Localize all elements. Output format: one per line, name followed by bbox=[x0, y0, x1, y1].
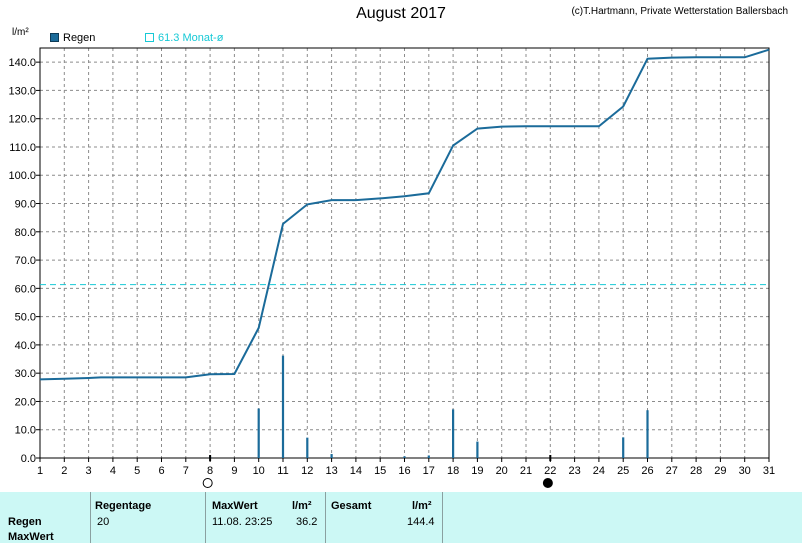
x-tick-label: 28 bbox=[690, 465, 702, 477]
y-tick-label: 140.0 bbox=[8, 57, 36, 69]
y-tick-label: 70.0 bbox=[15, 255, 36, 267]
y-tick-label: 60.0 bbox=[15, 283, 36, 295]
header-gesamt-unit: l/m² bbox=[412, 500, 432, 512]
y-axis-unit: l/m² bbox=[12, 27, 29, 38]
x-tick-label: 14 bbox=[350, 465, 362, 477]
legend-average-swatch bbox=[145, 33, 154, 42]
x-tick-label: 8 bbox=[207, 465, 213, 477]
row-label-regen: Regen bbox=[8, 516, 42, 528]
y-tick-label: 90.0 bbox=[15, 199, 36, 211]
x-tick-label: 24 bbox=[593, 465, 605, 477]
legend-rain-label: Regen bbox=[63, 32, 96, 44]
x-tick-label: 15 bbox=[374, 465, 386, 477]
regentage-value: 20 bbox=[97, 516, 110, 528]
x-tick-label: 4 bbox=[110, 465, 116, 477]
gesamt-value: 144.4 bbox=[407, 516, 435, 528]
chart-title: August 2017 bbox=[356, 5, 446, 22]
y-tick-label: 10.0 bbox=[15, 425, 36, 437]
x-tick-label: 25 bbox=[617, 465, 629, 477]
credit-text: (c)T.Hartmann, Private Wetterstation Bal… bbox=[571, 6, 788, 17]
rain-chart: 0.0 10.0 20.0 30.0 40.0 50.0 60.0 70.0 80.0 90.0 1… bbox=[8, 47, 775, 488]
legend-rain: Regen bbox=[50, 32, 95, 44]
x-tick-label: 31 bbox=[763, 465, 775, 477]
y-tick-label: 50.0 bbox=[15, 312, 36, 324]
x-tick-label: 29 bbox=[714, 465, 726, 477]
x-tick-label: 21 bbox=[520, 465, 532, 477]
x-tick-label: 16 bbox=[398, 465, 410, 477]
row-label-maxwert: MaxWert bbox=[8, 531, 54, 543]
x-tick-label: 6 bbox=[158, 465, 164, 477]
x-tick-label: 7 bbox=[183, 465, 189, 477]
legend-rain-swatch bbox=[50, 33, 59, 42]
full-moon-icon bbox=[542, 478, 553, 488]
y-tick-label: 100.0 bbox=[8, 170, 36, 182]
table-divider bbox=[442, 492, 443, 543]
legend-average: 61.3 Monat-ø bbox=[145, 32, 223, 44]
y-tick-label: 120.0 bbox=[8, 114, 36, 126]
y-tick-label: 110.0 bbox=[9, 142, 36, 154]
table-divider bbox=[205, 492, 206, 543]
header-maxwert: MaxWert bbox=[212, 500, 258, 512]
table-divider bbox=[90, 492, 91, 543]
header-maxwert-unit: l/m² bbox=[292, 500, 312, 512]
x-tick-label: 26 bbox=[641, 465, 653, 477]
cumulative-rain-line bbox=[39, 48, 770, 381]
header-regentage: Regentage bbox=[95, 500, 152, 512]
new-moon-icon bbox=[202, 478, 213, 488]
x-tick-label: 3 bbox=[86, 465, 92, 477]
x-tick-label: 30 bbox=[739, 465, 751, 477]
x-tick-label: 2 bbox=[61, 465, 67, 477]
x-tick-label: 12 bbox=[301, 465, 313, 477]
legend-average-label: 61.3 Monat-ø bbox=[158, 32, 224, 44]
y-tick-label: 80.0 bbox=[15, 227, 36, 239]
x-tick-label: 23 bbox=[568, 465, 580, 477]
table-divider bbox=[325, 492, 326, 543]
maxwert-date: 11.08. 23:25 bbox=[212, 516, 273, 528]
x-tick-label: 20 bbox=[496, 465, 508, 477]
x-tick-label: 9 bbox=[231, 465, 237, 477]
x-tick-label: 27 bbox=[666, 465, 678, 477]
x-tick-label: 17 bbox=[423, 465, 435, 477]
y-tick-label: 130.0 bbox=[8, 85, 36, 97]
maxwert-value: 36.2 bbox=[296, 516, 318, 528]
x-tick-label: 1 bbox=[37, 465, 43, 477]
y-tick-label: 30.0 bbox=[15, 368, 36, 380]
y-tick-label: 40.0 bbox=[15, 340, 36, 352]
x-tick-label: 11 bbox=[277, 465, 288, 477]
x-tick-label: 18 bbox=[447, 465, 459, 477]
y-tick-label: 20.0 bbox=[15, 396, 36, 408]
x-tick-label: 13 bbox=[325, 465, 337, 477]
x-tick-label: 19 bbox=[471, 465, 483, 477]
summary-table: Regentage MaxWert l/m² Gesamt l/m² Regen… bbox=[0, 492, 802, 543]
x-tick-label: 10 bbox=[253, 465, 265, 477]
header-gesamt: Gesamt bbox=[331, 500, 372, 512]
x-tick-label: 5 bbox=[134, 465, 140, 477]
y-tick-label: 0.0 bbox=[21, 453, 36, 465]
x-tick-label: 22 bbox=[544, 465, 556, 477]
